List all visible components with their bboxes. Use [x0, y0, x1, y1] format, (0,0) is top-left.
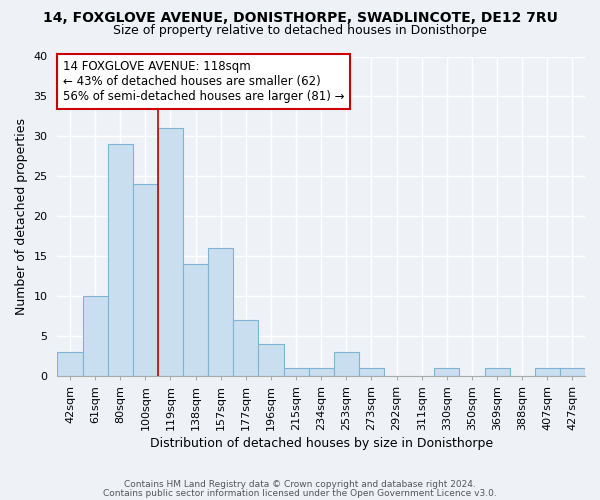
Bar	[485, 368, 509, 376]
Bar	[158, 128, 183, 376]
Bar	[83, 296, 107, 376]
Bar	[284, 368, 308, 376]
Bar	[535, 368, 560, 376]
Bar	[434, 368, 460, 376]
Bar	[233, 320, 259, 376]
Bar	[334, 352, 359, 376]
Bar	[133, 184, 158, 376]
Bar	[58, 352, 83, 376]
Bar	[208, 248, 233, 376]
Bar	[107, 144, 133, 376]
Y-axis label: Number of detached properties: Number of detached properties	[15, 118, 28, 314]
Bar	[308, 368, 334, 376]
Bar	[259, 344, 284, 376]
Bar	[359, 368, 384, 376]
Bar	[560, 368, 585, 376]
Text: 14, FOXGLOVE AVENUE, DONISTHORPE, SWADLINCOTE, DE12 7RU: 14, FOXGLOVE AVENUE, DONISTHORPE, SWADLI…	[43, 11, 557, 25]
Text: 14 FOXGLOVE AVENUE: 118sqm
← 43% of detached houses are smaller (62)
56% of semi: 14 FOXGLOVE AVENUE: 118sqm ← 43% of deta…	[62, 60, 344, 102]
Text: Contains public sector information licensed under the Open Government Licence v3: Contains public sector information licen…	[103, 488, 497, 498]
X-axis label: Distribution of detached houses by size in Donisthorpe: Distribution of detached houses by size …	[149, 437, 493, 450]
Text: Contains HM Land Registry data © Crown copyright and database right 2024.: Contains HM Land Registry data © Crown c…	[124, 480, 476, 489]
Text: Size of property relative to detached houses in Donisthorpe: Size of property relative to detached ho…	[113, 24, 487, 37]
Bar	[183, 264, 208, 376]
